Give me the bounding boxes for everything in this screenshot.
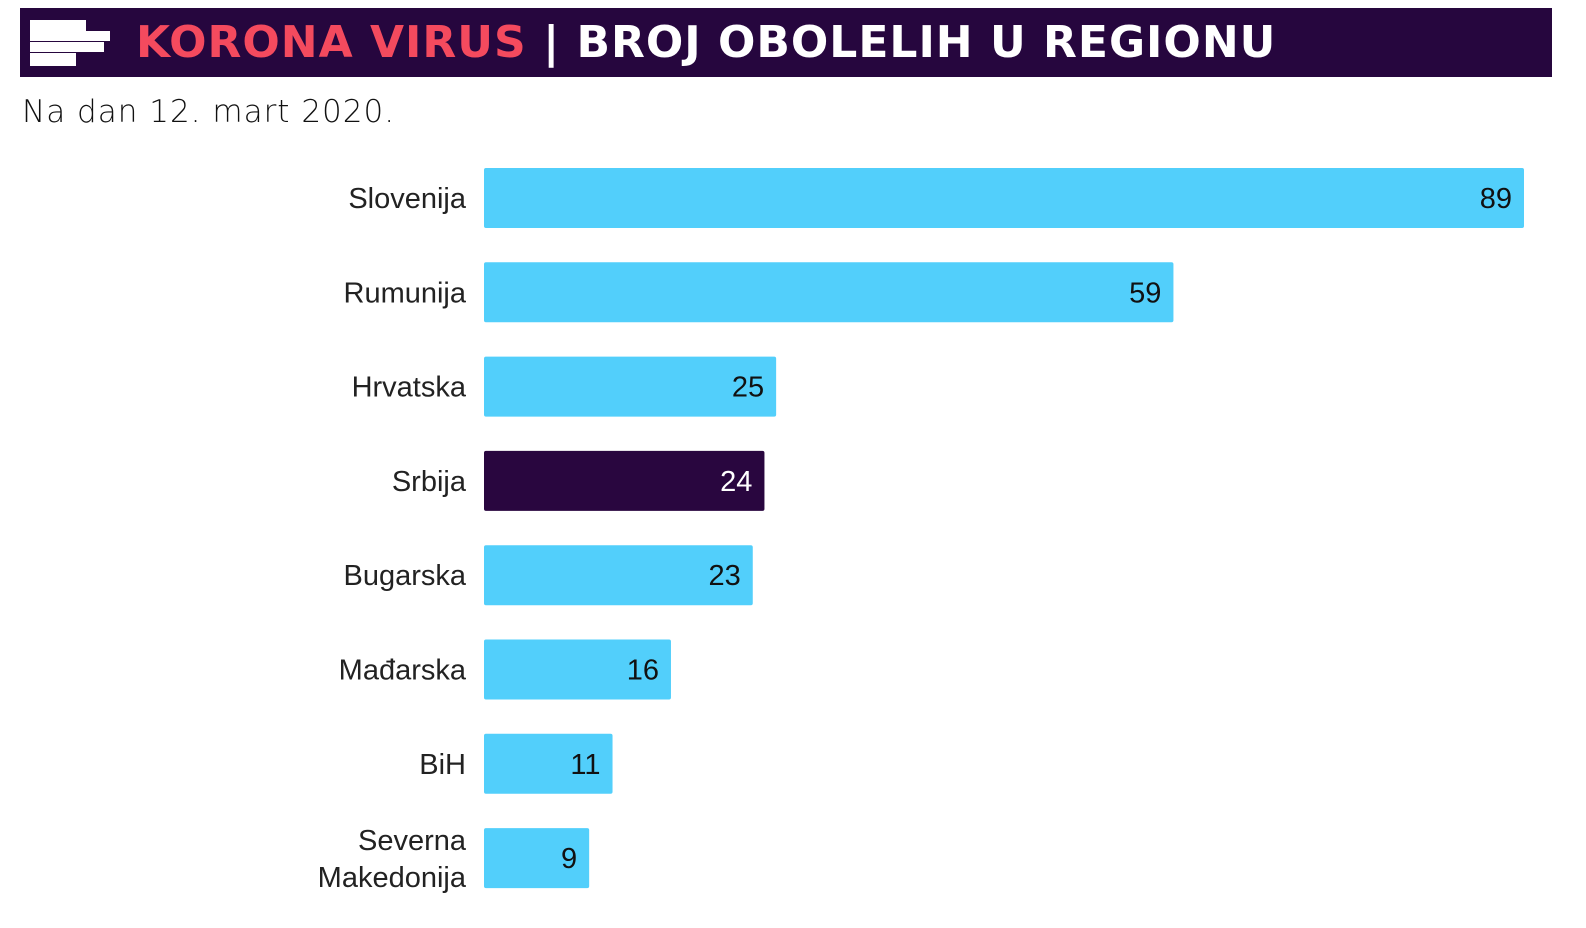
bar xyxy=(484,168,1524,228)
bar xyxy=(484,356,777,417)
category-label: Severna xyxy=(358,825,467,857)
chart-title: KORONA VIRUS | BROJ OBOLELIH U REGIONU xyxy=(136,17,1277,68)
category-label: Slovenija xyxy=(348,183,467,215)
data-label: 89 xyxy=(1480,183,1512,215)
data-label: 16 xyxy=(627,655,659,687)
bar xyxy=(484,545,753,606)
category-label: Mađarska xyxy=(339,655,467,687)
data-label: 25 xyxy=(732,372,764,404)
data-label: 59 xyxy=(1129,277,1161,309)
category-label: Bugarska xyxy=(343,560,466,592)
bar xyxy=(484,639,671,700)
data-label: 24 xyxy=(720,466,752,498)
category-label: Hrvatska xyxy=(352,372,467,404)
data-label: 9 xyxy=(561,843,577,875)
data-label: 23 xyxy=(708,560,740,592)
data-label: 11 xyxy=(570,749,600,781)
header-banner: KORONA VIRUS | BROJ OBOLELIH U REGIONU xyxy=(20,8,1552,77)
category-label: Makedonija xyxy=(318,862,467,894)
chart-subtitle: Na dan 12. mart 2020. xyxy=(22,94,396,130)
bar xyxy=(484,262,1174,323)
category-label: Rumunija xyxy=(344,277,467,309)
bar xyxy=(484,828,590,889)
category-label: BiH xyxy=(419,749,466,781)
bar xyxy=(484,450,765,511)
bar xyxy=(484,733,613,794)
bars-icon xyxy=(30,20,110,66)
category-label: Srbija xyxy=(392,466,467,498)
